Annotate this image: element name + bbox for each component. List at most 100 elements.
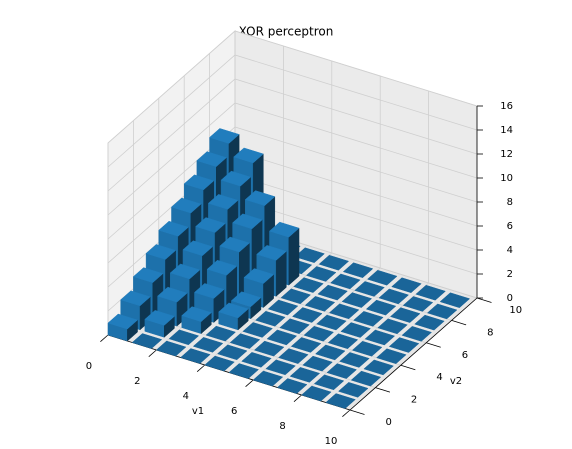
bar — [378, 288, 410, 305]
x-tick — [100, 334, 109, 343]
bar — [391, 277, 422, 293]
bar-top — [180, 348, 211, 364]
z-tick-label: 0 — [507, 293, 513, 304]
bar-top — [301, 385, 332, 402]
x-tick-label: 0 — [86, 361, 92, 372]
bar-top — [317, 284, 348, 301]
bar — [301, 385, 332, 402]
bar-top — [414, 314, 445, 331]
bar — [326, 363, 358, 379]
z-tick-label: 6 — [507, 221, 513, 232]
y-tick — [400, 364, 416, 371]
bar-top — [351, 340, 383, 357]
y-tick-label: 2 — [411, 395, 417, 406]
bar-top — [107, 313, 139, 330]
bar — [351, 340, 383, 357]
y-tick — [476, 297, 492, 303]
bar-top — [338, 382, 369, 398]
bar — [290, 337, 322, 353]
bar-top — [181, 306, 212, 322]
bar — [315, 344, 346, 361]
bar-top — [391, 277, 422, 293]
bar-top — [207, 194, 239, 210]
bar-top — [205, 325, 237, 342]
bar-top — [304, 296, 336, 312]
bar — [390, 307, 421, 323]
bar — [439, 292, 471, 308]
bar — [313, 374, 345, 391]
z-tick-label: 14 — [500, 125, 513, 136]
bar — [414, 314, 445, 331]
bar-top — [294, 247, 325, 263]
x-axis-label: v1 — [192, 406, 204, 417]
y-tick — [426, 342, 441, 348]
bar — [364, 329, 396, 346]
bar — [353, 311, 384, 327]
bar — [229, 333, 261, 349]
bar-top — [363, 359, 394, 376]
bar-top — [219, 236, 250, 253]
bar-top — [378, 288, 410, 305]
bar-top — [377, 318, 408, 335]
bar-top — [229, 333, 261, 349]
bar-top — [341, 292, 373, 308]
x-tick-label: 8 — [279, 421, 285, 432]
bar-top — [318, 254, 350, 271]
bar-top — [204, 355, 235, 372]
y-tick — [375, 387, 391, 393]
bar-top — [217, 344, 248, 361]
bar-top — [388, 337, 420, 353]
bar-top — [328, 303, 360, 320]
bar — [218, 302, 249, 331]
bar-top — [267, 299, 299, 316]
bar-top — [220, 170, 252, 187]
x-tick — [245, 379, 254, 388]
bar-top — [401, 326, 433, 342]
bar-top — [256, 245, 287, 261]
bar-top — [354, 281, 385, 297]
x-tick-label: 2 — [134, 376, 140, 387]
bar-top — [196, 151, 227, 167]
bar — [327, 333, 359, 349]
bar-top — [209, 128, 240, 144]
y-axis — [349, 297, 478, 411]
z-tick-label: 16 — [500, 101, 513, 112]
bar-top — [289, 367, 321, 383]
bar-top — [120, 290, 151, 307]
z-tick-label: 10 — [500, 173, 513, 184]
bar-top — [313, 374, 345, 391]
bar — [317, 284, 348, 301]
bar — [255, 310, 286, 327]
bar-top — [280, 288, 312, 305]
bar — [303, 325, 335, 342]
bar-top — [364, 329, 396, 346]
bar-top — [194, 283, 225, 299]
bar-top — [327, 333, 359, 349]
bar — [330, 273, 361, 290]
bar — [402, 296, 434, 312]
bar — [304, 296, 336, 312]
z-tick-label: 4 — [507, 245, 513, 256]
bar-top — [326, 363, 358, 379]
bar — [180, 348, 211, 364]
bar-top — [376, 348, 407, 364]
y-tick-label: 8 — [487, 327, 493, 338]
bar-top — [243, 268, 275, 284]
bar — [338, 382, 369, 398]
bar — [289, 367, 321, 383]
bar — [401, 326, 433, 342]
bar-top — [315, 344, 346, 361]
bar-top — [168, 329, 200, 346]
bar — [205, 325, 237, 342]
bar — [305, 266, 337, 282]
bar — [144, 310, 175, 338]
chart-title: XOR perceptron — [239, 25, 334, 39]
bar-top — [253, 340, 285, 357]
bar-top — [182, 240, 214, 256]
bar — [318, 254, 350, 271]
bar-top — [279, 318, 310, 334]
bar — [377, 318, 408, 335]
bar-top — [426, 303, 458, 320]
z-tick-label: 8 — [507, 197, 513, 208]
bar — [228, 363, 260, 379]
